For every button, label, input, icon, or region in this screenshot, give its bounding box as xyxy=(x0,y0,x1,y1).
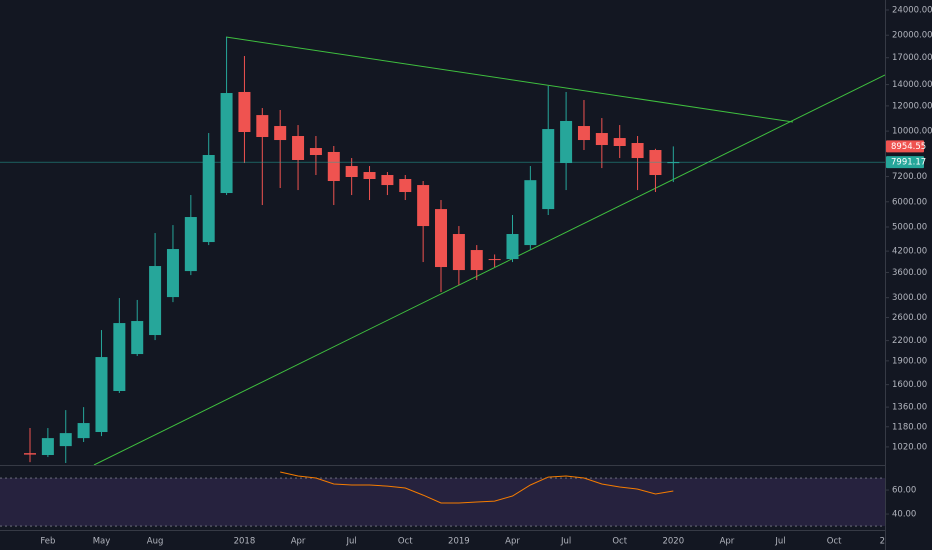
x-tick-label: Jul xyxy=(346,537,357,547)
candle-body xyxy=(274,126,287,141)
candle-body xyxy=(95,357,108,433)
x-tick-label: Feb xyxy=(40,537,55,547)
y-tick-label: 24000.00 xyxy=(892,6,932,16)
candle-body xyxy=(59,433,72,447)
candle-body xyxy=(399,179,412,193)
rsi-pane xyxy=(0,471,885,527)
y-tick-label: 2200.00 xyxy=(892,336,927,346)
candle-body xyxy=(24,453,36,455)
upper-trendline xyxy=(225,36,794,123)
x-tick-label: 2020 xyxy=(662,537,684,547)
trendlines xyxy=(93,36,885,465)
x-tick-label: 2018 xyxy=(234,537,256,547)
y-tick-label: 1600.00 xyxy=(892,380,927,390)
y-tick-label: 10000.00 xyxy=(892,127,932,137)
candle-body xyxy=(363,172,376,180)
price-pane xyxy=(0,37,885,464)
time-axis: Feb May Aug 2018 Apr Jul Oct 2019 Apr Jul Oct 2020 A… xyxy=(40,537,896,547)
axes: 24000.00 20000.00 17000.00 14000.00 12000.00… xyxy=(885,6,932,520)
candle-body xyxy=(202,155,215,243)
candle-body xyxy=(256,115,269,138)
high-price-box xyxy=(886,140,924,153)
x-tick-label: Aug xyxy=(147,537,164,547)
candle-body xyxy=(41,438,54,456)
y-tick-label: 12000.00 xyxy=(892,101,932,111)
x-tick-label: Oct xyxy=(398,537,413,547)
x-tick-label: Jul xyxy=(774,537,785,547)
x-tick-label: 2019 xyxy=(448,537,470,547)
x-tick-label: Jul xyxy=(560,537,571,547)
candle-body xyxy=(220,93,233,194)
y-tick-label: 4200.00 xyxy=(892,247,927,257)
candle-body xyxy=(292,136,305,160)
y-tick-label: 1180.00 xyxy=(892,422,927,432)
candle-body xyxy=(524,180,537,246)
candle-body xyxy=(113,323,126,392)
candle-body xyxy=(184,217,197,272)
candle-body xyxy=(435,209,448,268)
lower-trendline xyxy=(93,74,885,465)
candle-body xyxy=(542,129,555,210)
x-tick-label: 202 xyxy=(880,537,896,547)
candle-body xyxy=(506,234,519,260)
candle-body xyxy=(77,423,90,439)
candle-body xyxy=(149,266,162,336)
x-tick-label: Apr xyxy=(291,537,306,547)
x-tick-label: Apr xyxy=(505,537,520,547)
y-tick-label: 3000.00 xyxy=(892,293,927,303)
y-tick-label: 6000.00 xyxy=(892,197,927,207)
last-price-label: 7991.17 xyxy=(891,158,926,168)
candle-body xyxy=(488,259,501,261)
candle-body xyxy=(577,126,590,141)
y-tick-label: 17000.00 xyxy=(892,53,932,63)
y-tick-label: 5000.00 xyxy=(892,223,927,233)
x-tick-label: Apr xyxy=(720,537,735,547)
rsi-tick-label: 40.00 xyxy=(892,510,916,520)
candle-body xyxy=(631,143,644,159)
y-tick-label: 20000.00 xyxy=(892,31,932,41)
candle-body xyxy=(166,249,179,298)
candle-body xyxy=(667,162,680,164)
candle-body xyxy=(131,321,144,355)
candle-body xyxy=(452,234,465,271)
rsi-band xyxy=(0,478,885,527)
y-tick-label: 3600.00 xyxy=(892,268,927,278)
candle-body xyxy=(238,91,251,133)
candle-body xyxy=(470,250,483,271)
candle-body xyxy=(417,185,430,227)
x-tick-label: Oct xyxy=(612,537,627,547)
candle-body xyxy=(560,120,573,164)
y-tick-label: 2600.00 xyxy=(892,313,927,323)
y-tick-label: 1020.00 xyxy=(892,442,927,452)
x-tick-label: Oct xyxy=(827,537,842,547)
y-tick-label: 1360.00 xyxy=(892,403,927,413)
y-tick-label: 14000.00 xyxy=(892,80,932,90)
candle-body xyxy=(595,133,608,146)
candle-body xyxy=(649,150,662,176)
rsi-tick-label: 60.00 xyxy=(892,486,916,496)
candle-body xyxy=(613,138,626,146)
candle-body xyxy=(309,148,322,156)
y-tick-label: 1900.00 xyxy=(892,356,927,366)
x-tick-label: May xyxy=(93,537,111,547)
high-price-label: 8954.55 xyxy=(891,142,926,152)
candle-body xyxy=(345,166,358,178)
candle-body xyxy=(327,151,340,182)
last-price-box xyxy=(886,156,924,169)
candle-body xyxy=(381,175,394,186)
rsi-line xyxy=(280,471,674,504)
y-tick-label: 7200.00 xyxy=(892,172,927,182)
